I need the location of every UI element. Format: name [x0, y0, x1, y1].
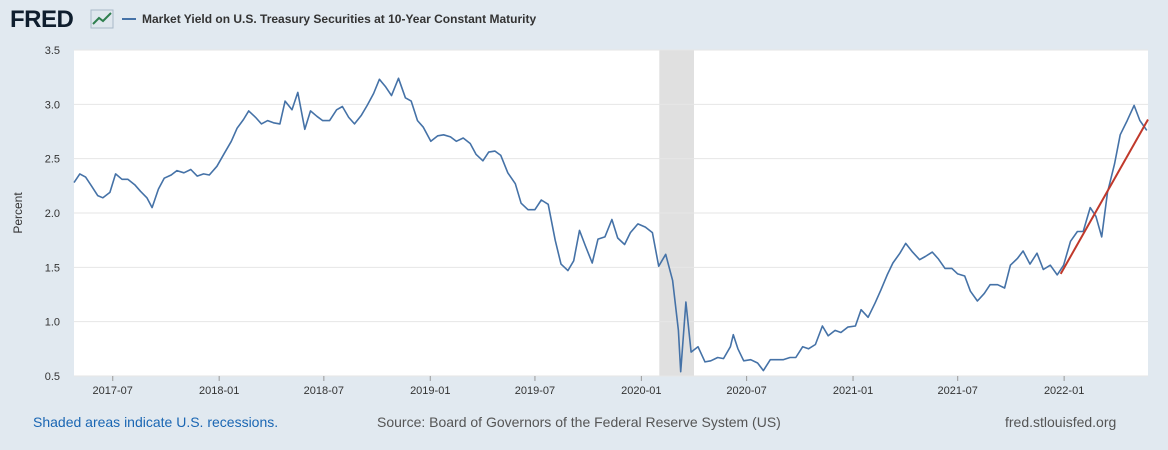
x-tick-label: 2019-07: [515, 385, 555, 397]
x-tick-label: 2019-01: [410, 385, 450, 397]
chart-header: FRED Market Yield on U.S. Treasury Secur…: [0, 0, 1168, 40]
fred-logo[interactable]: FRED: [10, 6, 74, 33]
legend-swatch: [122, 18, 136, 20]
x-tick-label: 2021-07: [938, 385, 978, 397]
y-tick-label: 2.0: [45, 208, 60, 220]
site-link[interactable]: fred.stlouisfed.org: [1005, 414, 1117, 430]
line-chart[interactable]: 0.5 1.0 1.5 2.0 2.5 3.0 3.5 2017-07 2018-01 2018…: [0, 0, 1168, 410]
y-tick-label: 2.5: [45, 154, 60, 166]
x-tick-label: 2021-01: [833, 385, 873, 397]
recession-note-link[interactable]: Shaded areas indicate U.S. recessions.: [33, 414, 279, 430]
x-tick-label: 2018-07: [304, 385, 344, 397]
y-tick-label: 3.5: [45, 45, 60, 57]
y-tick-label: 0.5: [45, 371, 60, 383]
y-axis-ticks: 0.5 1.0 1.5 2.0 2.5 3.0 3.5: [45, 45, 60, 383]
gridlines: [74, 49, 1148, 377]
fred-chart-icon: [90, 9, 114, 29]
x-axis-ticks: 2017-07 2018-01 2018-07 2019-01 2019-07 2020-…: [93, 376, 1084, 397]
legend-label: Market Yield on U.S. Treasury Securities…: [142, 12, 537, 26]
chart-legend: Market Yield on U.S. Treasury Securities…: [122, 12, 536, 26]
chart-footer: Shaded areas indicate U.S. recessions. S…: [0, 414, 1168, 436]
y-tick-label: 3.0: [45, 99, 60, 111]
trend-line: [1059, 119, 1149, 275]
x-tick-label: 2018-01: [199, 385, 239, 397]
x-tick-label: 2017-07: [93, 385, 133, 397]
y-axis-label: Percent: [11, 192, 25, 234]
series-line-10-year-yield: [73, 77, 1148, 373]
x-tick-label: 2020-01: [621, 385, 661, 397]
x-tick-label: 2020-07: [726, 385, 766, 397]
y-tick-label: 1.5: [45, 262, 60, 274]
source-text: Source: Board of Governors of the Federa…: [377, 414, 781, 430]
series-layer: [73, 77, 1149, 373]
y-tick-label: 1.0: [45, 317, 60, 329]
x-tick-label: 2022-01: [1044, 385, 1084, 397]
